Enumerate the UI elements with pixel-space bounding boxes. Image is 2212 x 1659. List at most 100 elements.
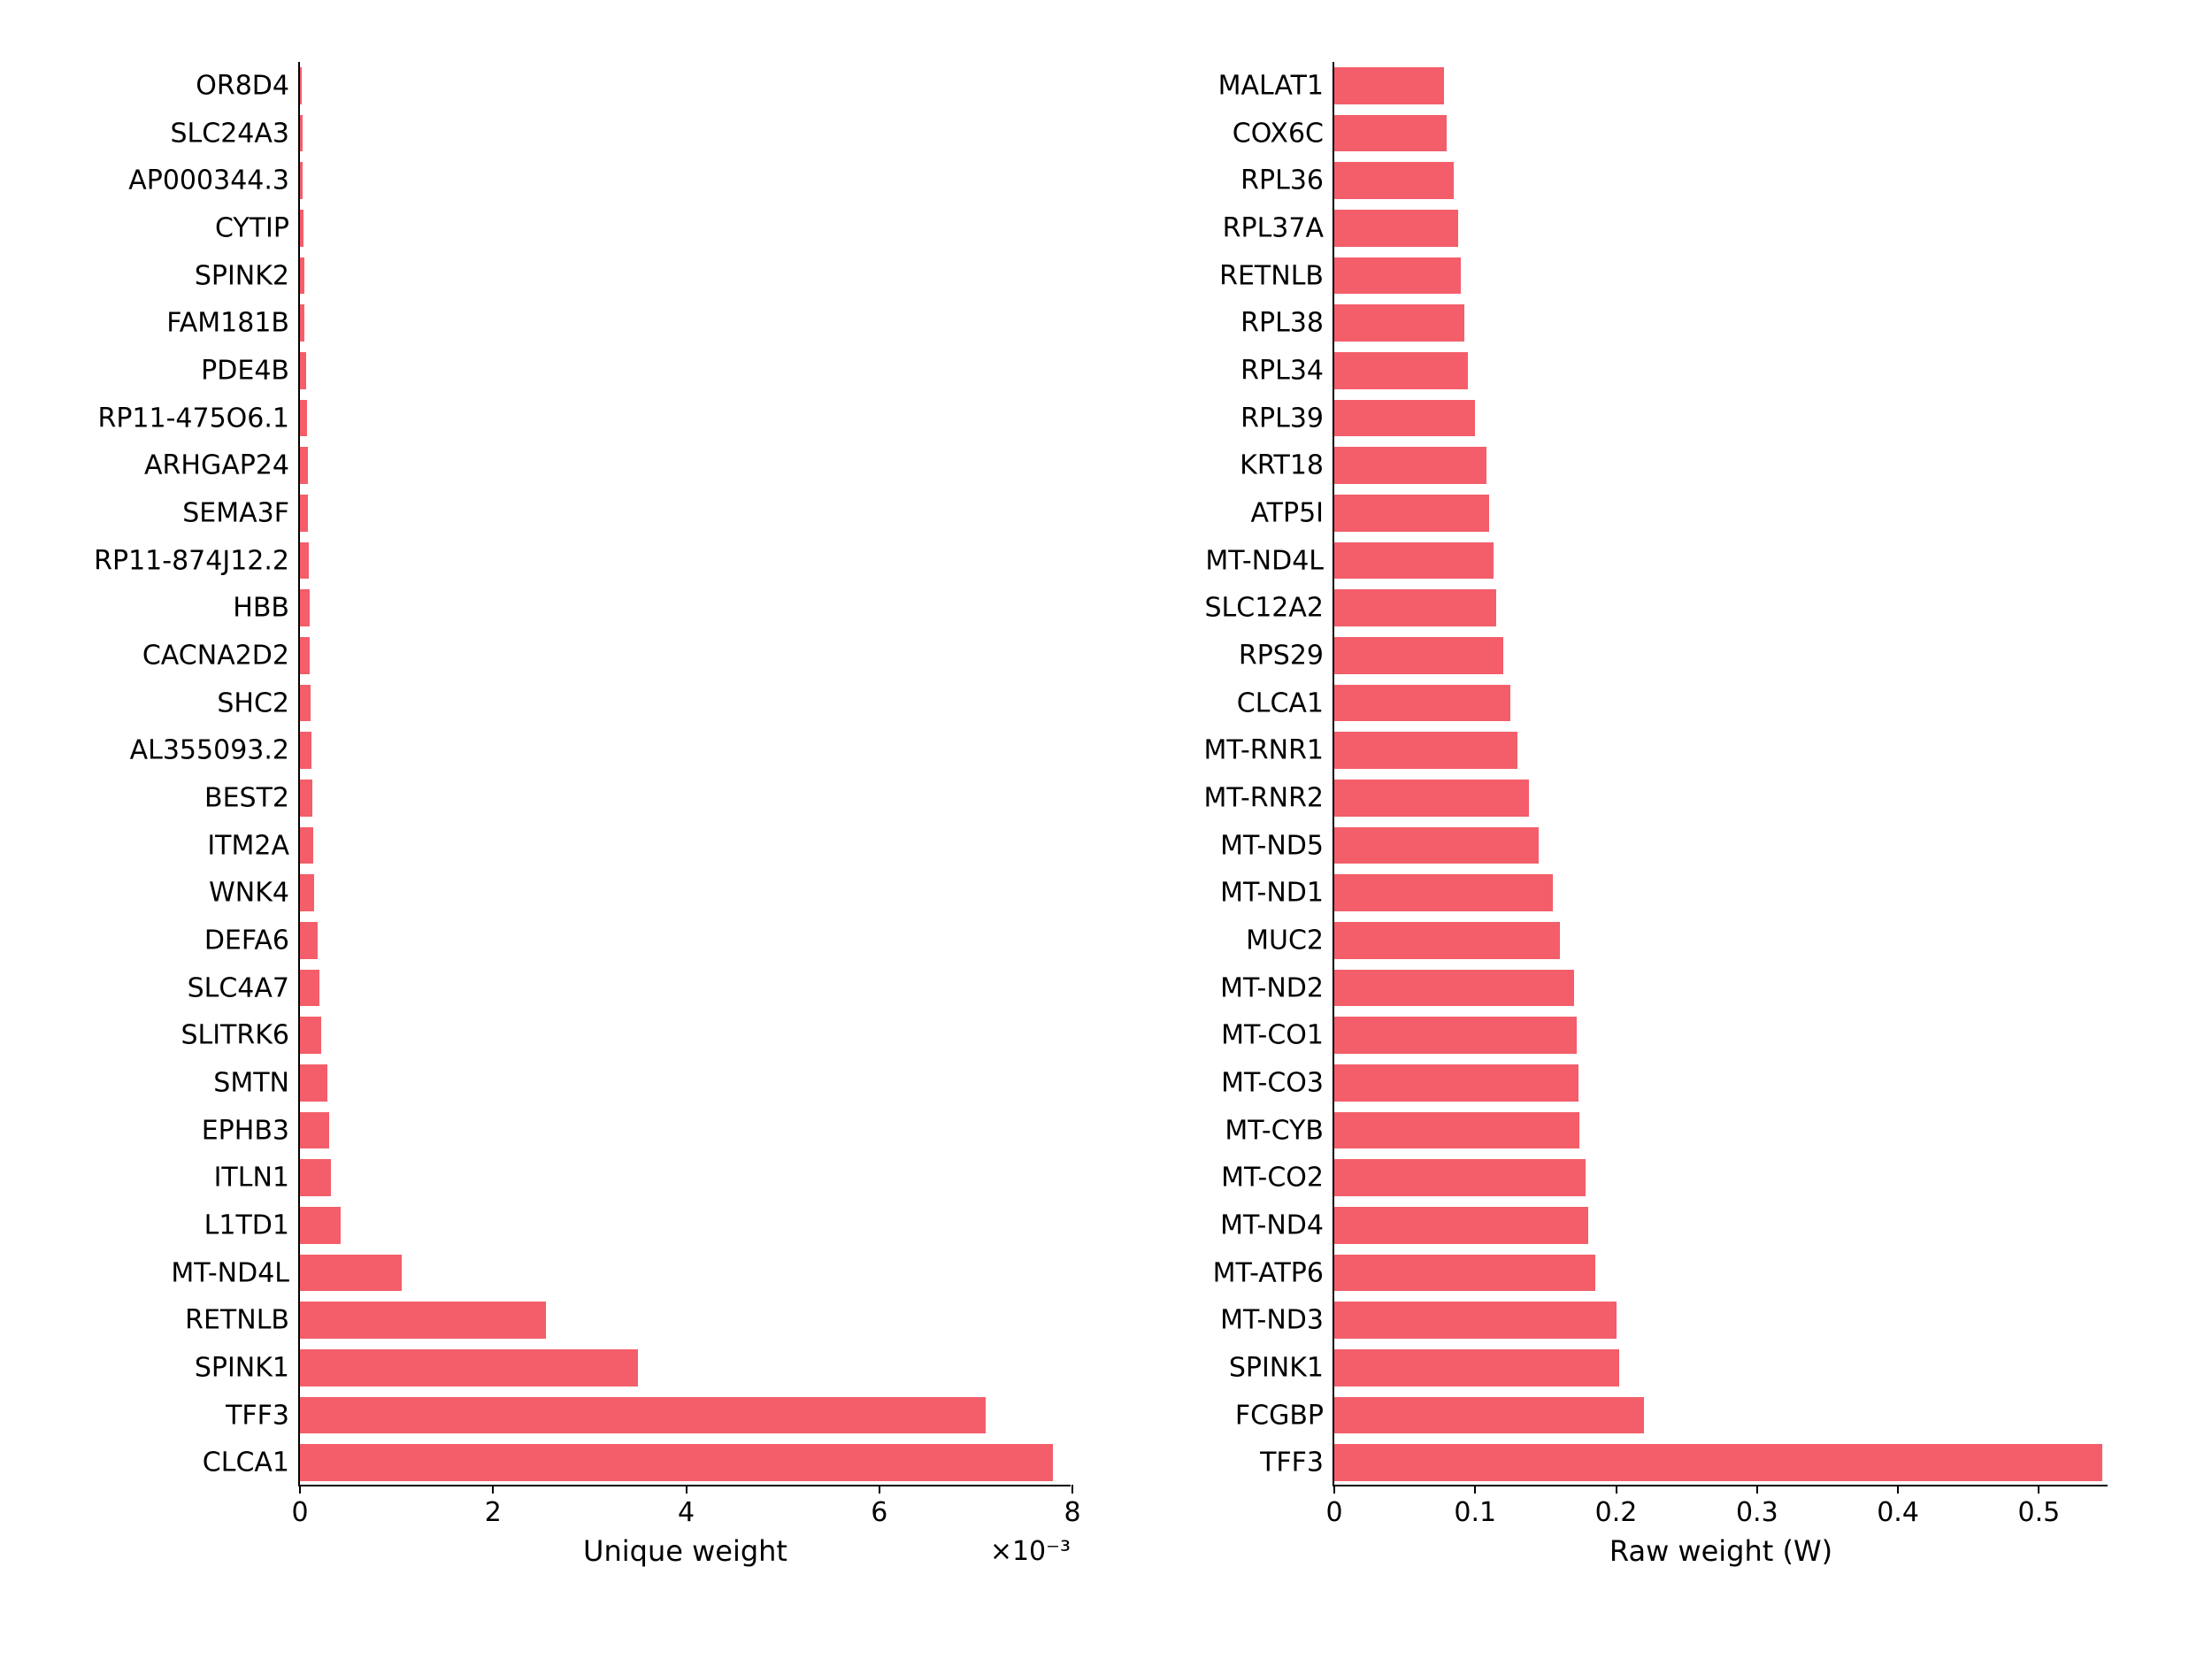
bar xyxy=(1334,1302,1617,1339)
y-tick-label: SMTN xyxy=(213,1067,300,1098)
y-tick-label: MALAT1 xyxy=(1218,70,1334,101)
y-tick-label: RP11-874J12.2 xyxy=(94,545,300,576)
bar xyxy=(1334,1255,1595,1292)
x-tick-label: 0.5 xyxy=(2018,1485,2061,1528)
y-tick-label: MUC2 xyxy=(1246,925,1334,956)
unique-weight-panel: OR8D4SLC24A3AP000344.3CYTIPSPINK2FAM181B… xyxy=(298,62,1071,1486)
bar xyxy=(1334,685,1510,722)
bar xyxy=(1334,1207,1588,1244)
y-tick-label: MT-ND4 xyxy=(1220,1210,1334,1240)
y-tick-label: MT-ATP6 xyxy=(1213,1257,1334,1288)
bar xyxy=(300,1207,341,1244)
y-tick-label: PDE4B xyxy=(201,355,300,386)
bar xyxy=(1334,970,1574,1007)
y-tick-label: ITLN1 xyxy=(214,1163,300,1194)
y-tick-label: MT-ND4L xyxy=(1205,545,1334,576)
bar xyxy=(1334,1112,1579,1149)
bar xyxy=(1334,637,1503,674)
x-axis-label: Unique weight xyxy=(583,1485,787,1568)
bar xyxy=(1334,542,1494,580)
y-tick-label: FAM181B xyxy=(166,308,300,339)
y-tick-label: L1TD1 xyxy=(204,1210,300,1240)
bar xyxy=(300,400,307,437)
y-tick-label: ARHGAP24 xyxy=(144,450,300,481)
y-tick-label: MT-RNR1 xyxy=(1204,735,1335,766)
y-tick-label: RPL37A xyxy=(1223,212,1334,243)
raw-weight-panel: MALAT1COX6CRPL36RPL37ARETNLBRPL38RPL34RP… xyxy=(1333,62,2108,1486)
y-tick-label: AP000344.3 xyxy=(128,165,300,196)
bar xyxy=(1334,874,1553,911)
y-tick-label: RPL38 xyxy=(1240,308,1334,339)
bar xyxy=(1334,1159,1586,1196)
bar xyxy=(300,970,319,1007)
bar xyxy=(300,257,304,295)
bar xyxy=(300,1302,546,1339)
bar xyxy=(300,352,306,389)
x-tick-label: 0 xyxy=(291,1485,308,1528)
y-tick-label: DEFA6 xyxy=(204,925,300,956)
y-tick-label: EPHB3 xyxy=(202,1115,300,1146)
y-tick-label: RPL39 xyxy=(1240,403,1334,434)
bar xyxy=(300,162,303,199)
bar xyxy=(1334,495,1489,532)
y-tick-label: MT-ND5 xyxy=(1220,830,1334,861)
figure: OR8D4SLC24A3AP000344.3CYTIPSPINK2FAM181B… xyxy=(0,0,2212,1659)
bar xyxy=(300,1255,402,1292)
x-tick-label: 6 xyxy=(871,1485,887,1528)
bar xyxy=(300,1017,321,1054)
y-tick-label: ATP5I xyxy=(1250,497,1334,528)
y-tick-label: ITM2A xyxy=(207,830,300,861)
bar xyxy=(1334,922,1560,959)
bar xyxy=(1334,400,1475,437)
bar xyxy=(1334,67,1444,104)
bar xyxy=(300,1397,986,1434)
bar xyxy=(300,304,304,342)
bar xyxy=(300,685,311,722)
bar xyxy=(1334,1397,1644,1434)
y-tick-label: SLITRK6 xyxy=(180,1020,300,1051)
y-tick-label: TFF3 xyxy=(226,1400,300,1431)
y-tick-label: SLC4A7 xyxy=(188,972,300,1003)
bar xyxy=(300,1064,327,1102)
bar xyxy=(300,67,302,104)
bar xyxy=(300,1112,329,1149)
bar xyxy=(300,732,311,769)
y-tick-label: SEMA3F xyxy=(182,497,300,528)
y-tick-label: COX6C xyxy=(1233,118,1334,149)
y-tick-label: MT-ND3 xyxy=(1220,1305,1334,1336)
bar xyxy=(1334,115,1447,152)
y-tick-label: OR8D4 xyxy=(196,70,300,101)
y-tick-label: BEST2 xyxy=(204,782,300,813)
bar xyxy=(300,210,303,247)
bar xyxy=(1334,257,1461,295)
bar xyxy=(1334,589,1496,626)
bar xyxy=(1334,1064,1578,1102)
y-tick-label: SPINK1 xyxy=(195,1352,300,1383)
y-tick-label: CLCA1 xyxy=(203,1448,300,1479)
y-tick-label: CACNA2D2 xyxy=(142,640,300,671)
y-tick-label: HBB xyxy=(233,593,300,624)
bar xyxy=(300,115,303,152)
y-tick-label: RETNLB xyxy=(1219,260,1334,291)
bar xyxy=(1334,827,1539,864)
y-tick-label: RPS29 xyxy=(1239,640,1334,671)
bar xyxy=(1334,447,1486,484)
bar xyxy=(1334,162,1454,199)
y-tick-label: RP11-475O6.1 xyxy=(97,403,300,434)
bar xyxy=(300,637,310,674)
y-tick-label: KRT18 xyxy=(1240,450,1334,481)
y-tick-label: SPINK1 xyxy=(1229,1352,1334,1383)
bar xyxy=(1334,352,1468,389)
bar xyxy=(300,827,313,864)
y-tick-label: FCGBP xyxy=(1235,1400,1334,1431)
y-tick-label: SPINK2 xyxy=(195,260,300,291)
y-tick-label: MT-CO3 xyxy=(1221,1067,1334,1098)
bar xyxy=(300,589,310,626)
y-tick-label: CYTIP xyxy=(215,212,300,243)
bar xyxy=(1334,732,1517,769)
bar xyxy=(300,495,308,532)
bar xyxy=(300,1444,1053,1481)
x-tick-label: 0 xyxy=(1325,1485,1342,1528)
bar xyxy=(1334,1444,2102,1481)
y-tick-label: MT-CO1 xyxy=(1221,1020,1334,1051)
